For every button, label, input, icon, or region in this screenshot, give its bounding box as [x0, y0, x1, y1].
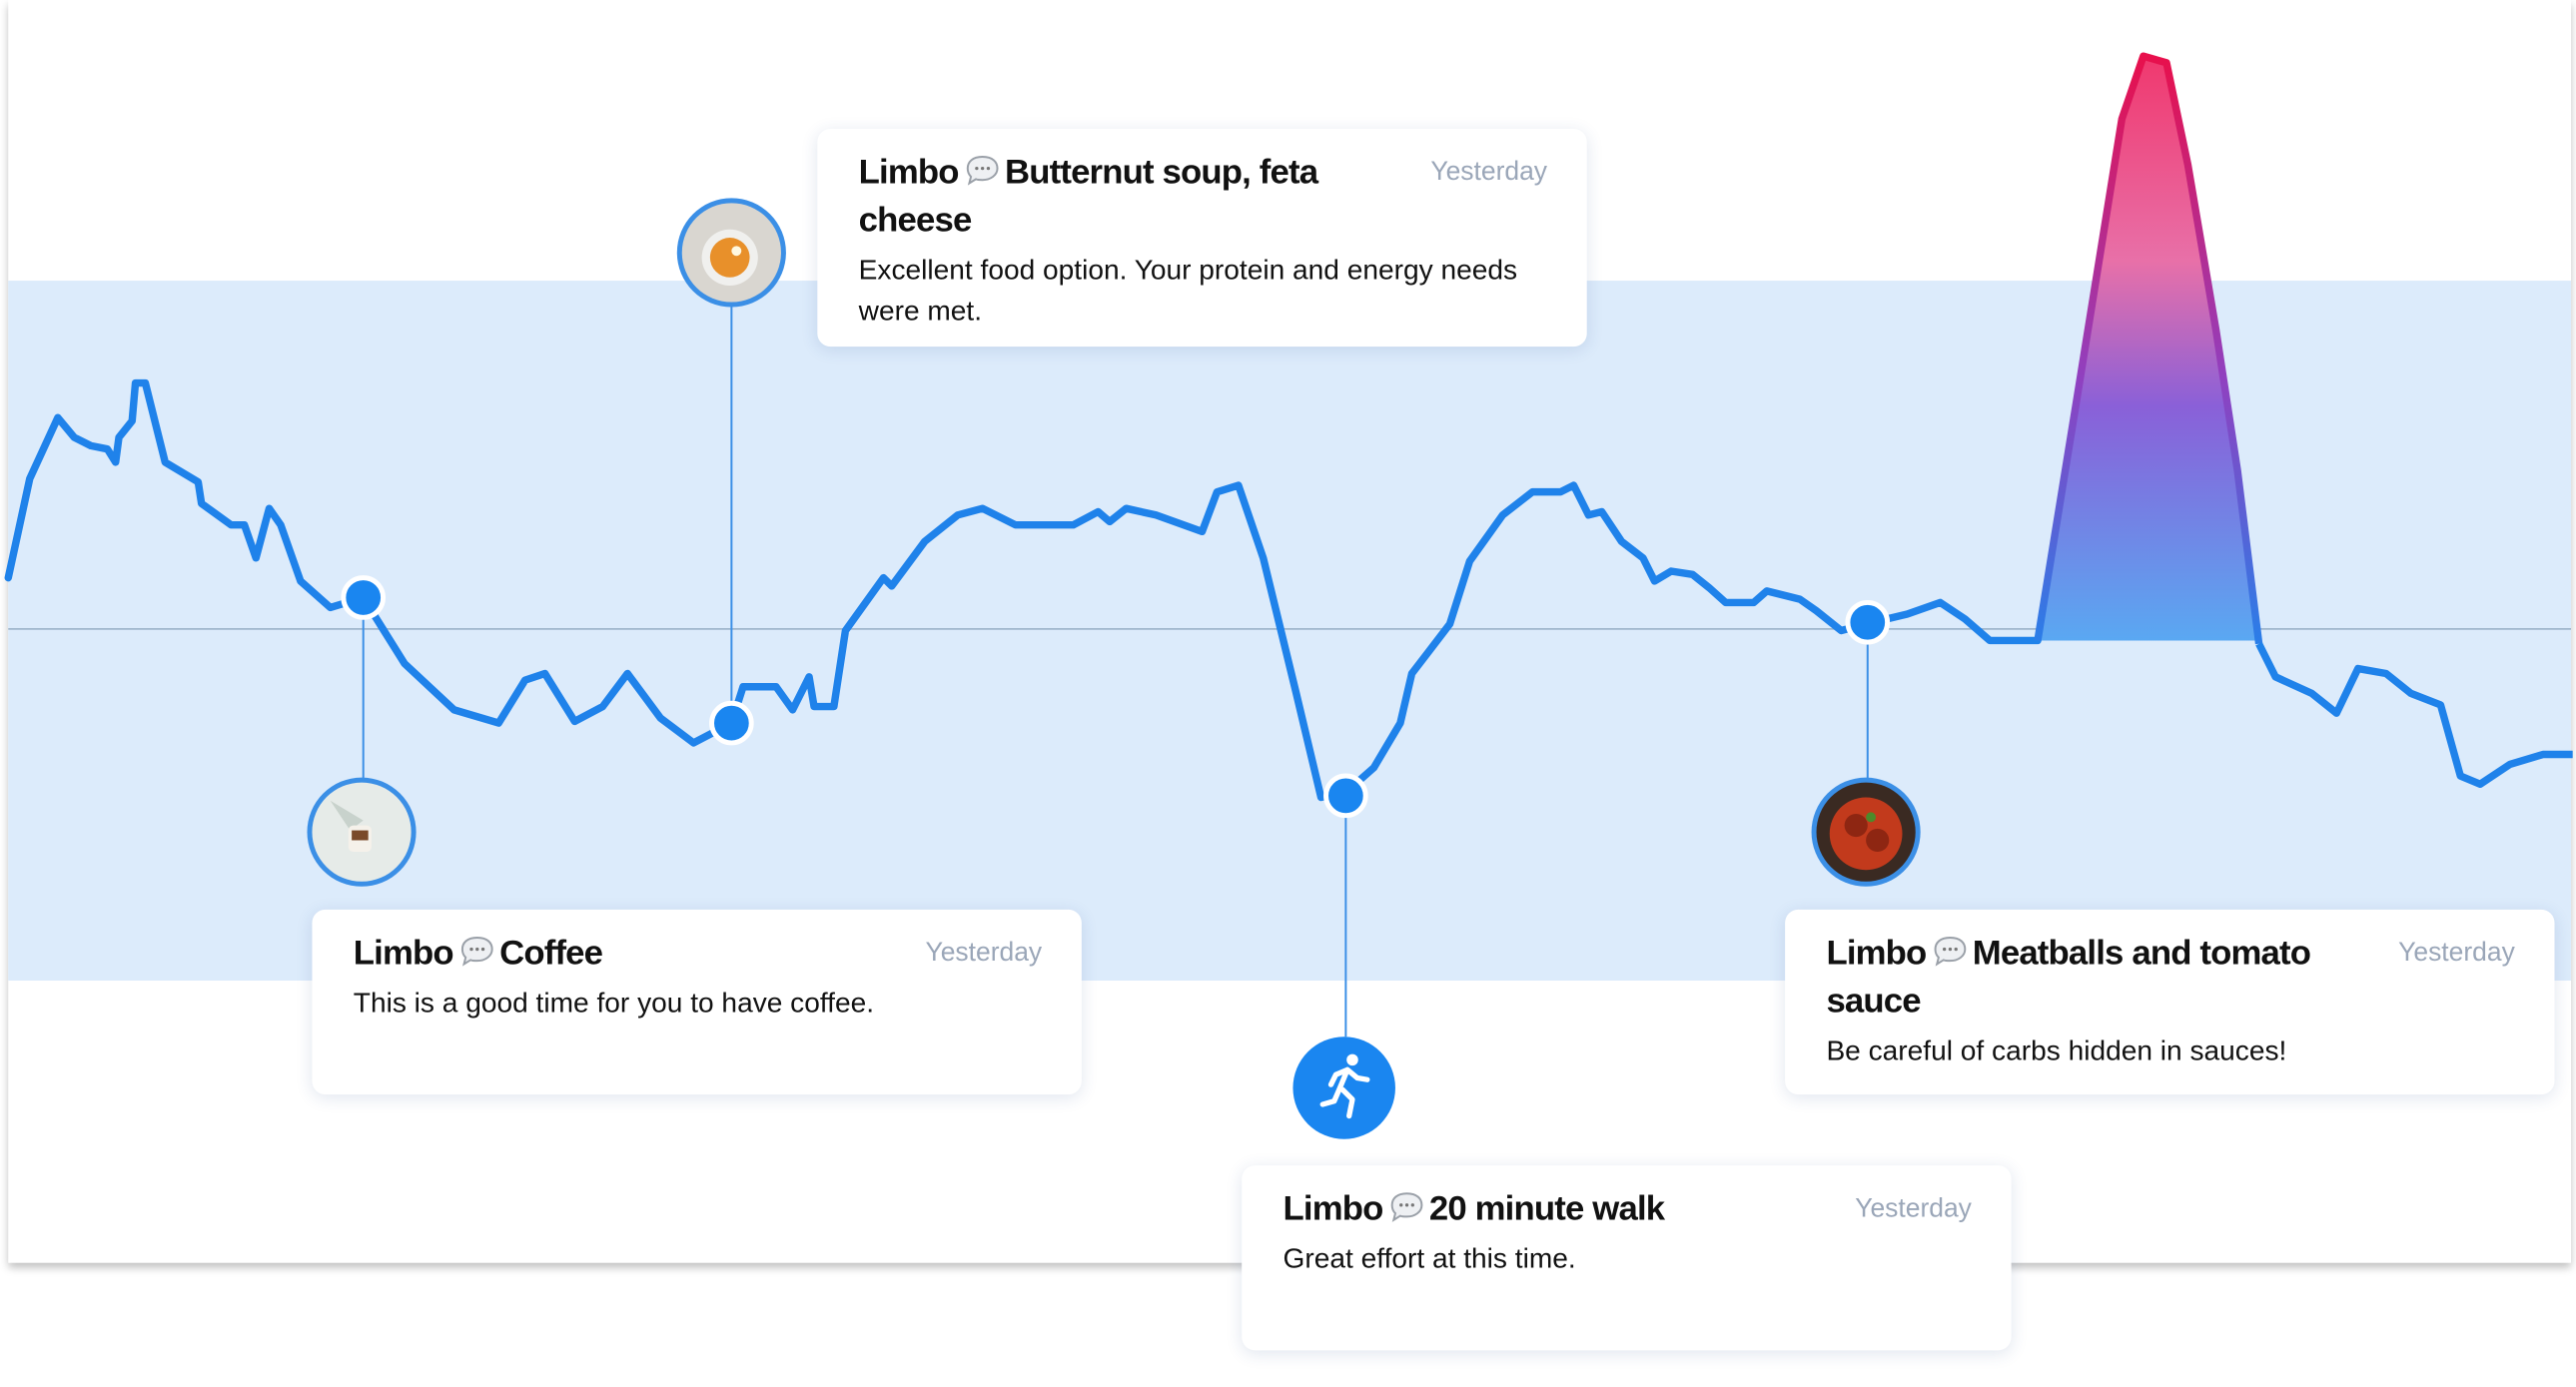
card-title: Limbo Meatballs and tomato sauce — [1826, 930, 2354, 1026]
speech-icon — [1389, 1192, 1422, 1222]
speech-icon — [965, 156, 998, 186]
author: Limbo — [1283, 1189, 1384, 1228]
message-body: Be careful of carbs hidden in sauces! — [1826, 1035, 2287, 1066]
title: Butternut soup, feta cheese — [858, 153, 1318, 240]
peak-line — [2034, 52, 2263, 645]
card-header: Limbo 20 minute walk Yesterday — [1284, 1185, 1972, 1233]
message-card: Limbo Butternut soup, feta cheese Yesterda… — [817, 128, 1587, 347]
author: Limbo — [1826, 934, 1927, 973]
timestamp: Yesterday — [1430, 158, 1548, 187]
peak-area — [2041, 56, 2256, 641]
speech-icon — [1933, 937, 1966, 967]
title: Meatballs and tomato sauce — [1826, 934, 2311, 1021]
timestamp: Yesterday — [925, 939, 1043, 968]
glucose-line-tail — [2255, 642, 2573, 788]
title: 20 minute walk — [1428, 1189, 1665, 1228]
card-title: Limbo Butternut soup, feta cheese — [859, 149, 1387, 245]
stems — [362, 307, 1869, 1038]
message-body: Great effort at this time. — [1283, 1242, 1576, 1275]
card-header: Limbo Butternut soup, feta cheese Yesterda… — [859, 149, 1547, 245]
speech-icon — [460, 937, 492, 967]
title: Coffee — [499, 934, 603, 973]
message-card: Limbo Coffee Yesterday This is a good time … — [312, 909, 1082, 1095]
message-body: This is a good time for you to have coff… — [353, 987, 875, 1020]
card-title: Limbo Coffee — [353, 930, 603, 978]
event-dots — [341, 575, 1891, 819]
message-body: Excellent food option. Your protein and … — [858, 254, 1518, 328]
soup-photo — [676, 198, 786, 308]
timestamp: Yesterday — [2398, 939, 2515, 968]
message-card: Limbo Meatballs and tomato sauce Yesterday… — [1785, 909, 2555, 1095]
timestamp: Yesterday — [1855, 1194, 1972, 1224]
glucose-line — [4, 378, 2042, 802]
coffee-photo — [307, 777, 417, 887]
walk-icon — [1292, 1037, 1395, 1139]
card-header: Limbo Coffee Yesterday — [354, 930, 1042, 978]
meatballs-photo — [1811, 777, 1921, 887]
author: Limbo — [353, 934, 454, 973]
message-card: Limbo 20 minute walk Yesterday Great effort… — [1242, 1165, 2012, 1351]
card-title: Limbo 20 minute walk — [1283, 1185, 1666, 1233]
author: Limbo — [858, 153, 960, 192]
card-header: Limbo Meatballs and tomato sauce Yesterday — [1826, 930, 2514, 1026]
